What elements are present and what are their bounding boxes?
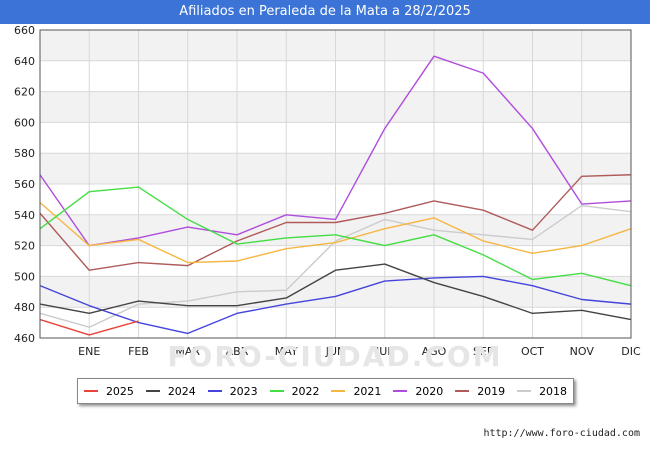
x-tick-label: JUN [325, 345, 346, 358]
x-tick-label: MAR [175, 345, 200, 358]
y-tick-label: 460 [14, 332, 35, 345]
legend-label: 2020 [415, 384, 444, 398]
legend-label: 2025 [105, 384, 134, 398]
series-line-2020 [39, 55, 632, 247]
y-tick-label: 480 [14, 301, 35, 314]
y-tick-label: 580 [14, 147, 35, 160]
legend-label: 2022 [291, 384, 320, 398]
chart-legend: 2025 2024 2023 2022 2021 2020 2019 2018 [77, 378, 574, 404]
plot-border [39, 29, 632, 339]
legend-item-2022: 2022 [269, 384, 320, 398]
x-tick-label: MAY [275, 345, 298, 358]
series-line-2021 [39, 201, 632, 264]
x-tick-label: NOV [570, 345, 595, 358]
y-tick-label: 560 [14, 178, 35, 191]
legend-swatch [269, 390, 284, 392]
chart-title: Afiliados en Peraleda de la Mata a 28/2/… [0, 0, 650, 24]
series-line-2022 [39, 186, 632, 287]
legend-swatch [393, 390, 408, 392]
x-tick-label: FEB [128, 345, 149, 358]
legend-swatch [517, 390, 532, 392]
series-line-2023 [39, 275, 632, 335]
legend-label: 2019 [477, 384, 506, 398]
watermark: FORO-CIUDAD.COM [167, 340, 502, 373]
legend-swatch [207, 390, 222, 392]
legend-swatch [83, 390, 98, 392]
legend-item-2018: 2018 [517, 385, 567, 398]
legend-swatch [455, 390, 470, 392]
x-tick-label: SEP [473, 345, 494, 358]
legend-item-2019: 2019 [455, 385, 505, 398]
legend-label: 2021 [353, 384, 382, 398]
series-line-2019 [39, 174, 632, 271]
series-line-2024 [39, 263, 632, 321]
legend-swatch [331, 390, 346, 392]
x-tick-label: ENE [78, 345, 100, 358]
y-tick-label: 600 [14, 116, 35, 129]
legend-item-2025: 2025 [83, 384, 134, 398]
legend-item-2023: 2023 [207, 384, 258, 398]
x-tick-label: OCT [521, 345, 544, 358]
y-tick-label: 520 [14, 240, 35, 253]
x-tick-label: DIC [621, 345, 641, 358]
legend-item-2020: 2020 [393, 385, 443, 398]
y-tick-label: 620 [14, 86, 35, 99]
y-tick-label: 500 [14, 270, 35, 283]
legend-label: 2018 [539, 384, 568, 398]
legend-item-2021: 2021 [331, 385, 381, 398]
x-tick-label: ABR [226, 345, 249, 358]
y-tick-label: 540 [14, 209, 35, 222]
source-url: http://www.foro-ciudad.com [483, 428, 640, 439]
x-tick-label: JUL [375, 345, 394, 358]
legend-label: 2023 [229, 384, 258, 398]
y-tick-label: 660 [14, 24, 35, 37]
legend-item-2024: 2024 [145, 384, 196, 398]
legend-swatch [145, 390, 160, 392]
x-tick-label: AGO [422, 345, 447, 358]
legend-label: 2024 [167, 384, 196, 398]
series-line-2025 [39, 318, 139, 336]
y-tick-label: 640 [14, 55, 35, 68]
series-line-2018 [39, 204, 632, 328]
